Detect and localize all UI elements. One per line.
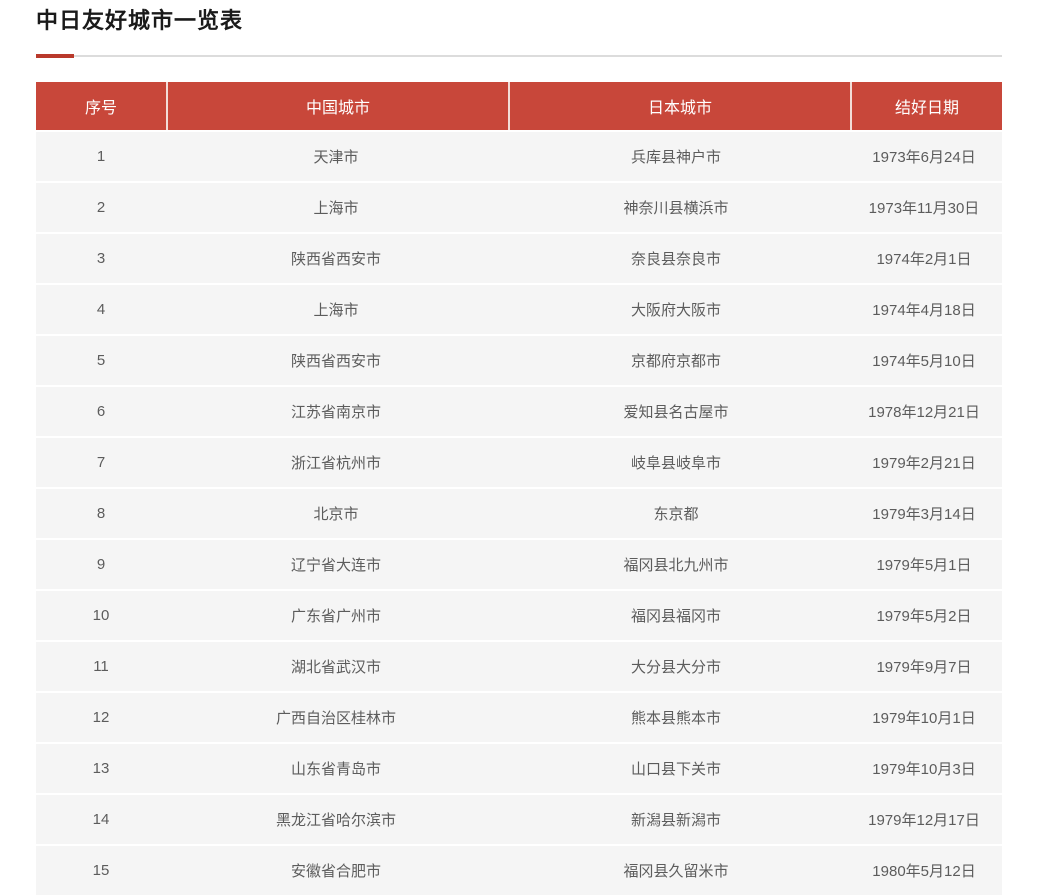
- friendship-date-cell: 1979年5月1日: [876, 556, 972, 574]
- table-row: 2 上海市 神奈川县横浜市 1973年11月30日: [36, 182, 1002, 232]
- japan-city-cell: 大阪府大阪市: [630, 301, 721, 319]
- china-city-cell: 湖北省武汉市: [290, 658, 381, 676]
- table-row: 9 辽宁省大连市 福冈县北九州市 1979年5月1日: [36, 539, 1002, 589]
- friendship-date-cell: 1978年12月21日: [868, 403, 980, 421]
- row-number: 1: [96, 147, 106, 165]
- row-number: 15: [92, 861, 110, 879]
- friendship-date-cell: 1979年9月7日: [876, 658, 972, 676]
- japan-city-cell: 福冈县北九州市: [623, 556, 729, 574]
- table-row: 14 黑龙江省哈尔滨市 新潟县新潟市 1979年12月17日: [36, 794, 1002, 844]
- table-header-row: 序号 中国城市 日本城市 结好日期: [36, 81, 1002, 130]
- table-row: 15 安徽省合肥市 福冈县久留米市 1980年5月12日: [36, 845, 1002, 895]
- table-row: 11 湖北省武汉市 大分县大分市 1979年9月7日: [36, 641, 1002, 691]
- row-number: 4: [96, 300, 106, 318]
- china-city-cell: 天津市: [313, 148, 359, 166]
- china-city-cell: 北京市: [313, 505, 359, 523]
- japan-city-cell: 福冈县福冈市: [630, 607, 721, 625]
- table-row: 3 陕西省西安市 奈良县奈良市 1974年2月1日: [36, 233, 1002, 283]
- china-city-cell: 辽宁省大连市: [290, 556, 381, 574]
- friendship-date-cell: 1980年5月12日: [872, 862, 976, 880]
- japan-city-cell: 大分县大分市: [630, 658, 721, 676]
- japan-city-cell: 奈良县奈良市: [630, 250, 721, 268]
- china-city-cell: 陕西省西安市: [290, 250, 381, 268]
- friendship-date-cell: 1973年11月30日: [868, 199, 980, 217]
- row-number: 6: [96, 402, 106, 420]
- title-divider: [36, 53, 1002, 58]
- japan-city-cell: 新潟县新潟市: [630, 811, 721, 829]
- friendship-date-cell: 1979年10月3日: [872, 760, 976, 778]
- table-row: 10 广东省广州市 福冈县福冈市 1979年5月2日: [36, 590, 1002, 640]
- friendship-date-cell: 1974年4月18日: [872, 301, 976, 319]
- row-number: 10: [92, 606, 110, 624]
- china-city-cell: 陕西省西安市: [290, 352, 381, 370]
- column-header-friendship-date: 结好日期: [850, 81, 1002, 130]
- title-divider-accent: [36, 53, 74, 58]
- column-header-japan-city: 日本城市: [508, 81, 850, 130]
- row-number: 8: [96, 504, 106, 522]
- japan-city-cell: 神奈川县横浜市: [623, 199, 729, 217]
- column-header-china-city: 中国城市: [166, 81, 508, 130]
- table-row: 7 浙江省杭州市 岐阜县岐阜市 1979年2月21日: [36, 437, 1002, 487]
- friendship-date-cell: 1979年12月17日: [868, 811, 980, 829]
- table-row: 5 陕西省西安市 京都府京都市 1974年5月10日: [36, 335, 1002, 385]
- china-city-cell: 浙江省杭州市: [290, 454, 381, 472]
- row-number: 2: [96, 198, 106, 216]
- row-number: 9: [96, 555, 106, 573]
- row-number: 14: [92, 810, 110, 828]
- row-number: 12: [92, 708, 110, 726]
- china-city-cell: 黑龙江省哈尔滨市: [275, 811, 396, 829]
- japan-city-cell: 岐阜县岐阜市: [630, 454, 721, 472]
- column-header-number: 序号: [84, 99, 117, 117]
- friendship-date-cell: 1979年3月14日: [872, 505, 976, 523]
- friendship-date-cell: 1979年2月21日: [872, 454, 976, 472]
- china-city-cell: 安徽省合肥市: [290, 862, 381, 880]
- friendship-date-cell: 1979年5月2日: [876, 607, 972, 625]
- japan-city-cell: 爱知县名古屋市: [623, 403, 729, 421]
- friendship-city-table: 序号 中国城市 日本城市 结好日期 1 天津市 兵库县神户市 1973年6月24日 2 上…: [36, 81, 1002, 895]
- friendship-date-cell: 1973年6月24日: [872, 148, 976, 166]
- china-city-cell: 上海市: [313, 301, 359, 319]
- table-row: 4 上海市 大阪府大阪市 1974年4月18日: [36, 284, 1002, 334]
- table-body: 1 天津市 兵库县神户市 1973年6月24日 2 上海市 神奈川县横浜市 1973年11月3…: [36, 131, 1002, 895]
- china-city-cell: 山东省青岛市: [290, 760, 381, 778]
- table-row: 8 北京市 东京都 1979年3月14日: [36, 488, 1002, 538]
- row-number: 11: [93, 657, 109, 675]
- china-city-cell: 广东省广州市: [290, 607, 381, 625]
- friendship-date-cell: 1974年2月1日: [876, 250, 972, 268]
- row-number: 13: [92, 759, 110, 777]
- japan-city-cell: 福冈县久留米市: [623, 862, 729, 880]
- china-city-cell: 广西自治区桂林市: [275, 709, 396, 727]
- page-title: 中日友好城市一览表: [36, 8, 244, 33]
- friendship-date-cell: 1974年5月10日: [872, 352, 976, 370]
- friendship-date-cell: 1979年10月1日: [872, 709, 976, 727]
- japan-city-cell: 京都府京都市: [630, 352, 721, 370]
- china-city-cell: 江苏省南京市: [290, 403, 381, 421]
- japan-city-cell: 东京都: [653, 505, 699, 523]
- japan-city-cell: 山口县下关市: [630, 760, 721, 778]
- row-number: 3: [96, 249, 106, 267]
- table-row: 1 天津市 兵库县神户市 1973年6月24日: [36, 131, 1002, 181]
- table-row: 12 广西自治区桂林市 熊本县熊本市 1979年10月1日: [36, 692, 1002, 742]
- china-city-cell: 上海市: [313, 199, 359, 217]
- table-row: 13 山东省青岛市 山口县下关市 1979年10月3日: [36, 743, 1002, 793]
- row-number: 5: [96, 351, 106, 369]
- row-number: 7: [96, 453, 106, 471]
- table-row: 6 江苏省南京市 爱知县名古屋市 1978年12月21日: [36, 386, 1002, 436]
- japan-city-cell: 兵库县神户市: [630, 148, 721, 166]
- title-divider-line: [36, 54, 1002, 57]
- japan-city-cell: 熊本县熊本市: [630, 709, 721, 727]
